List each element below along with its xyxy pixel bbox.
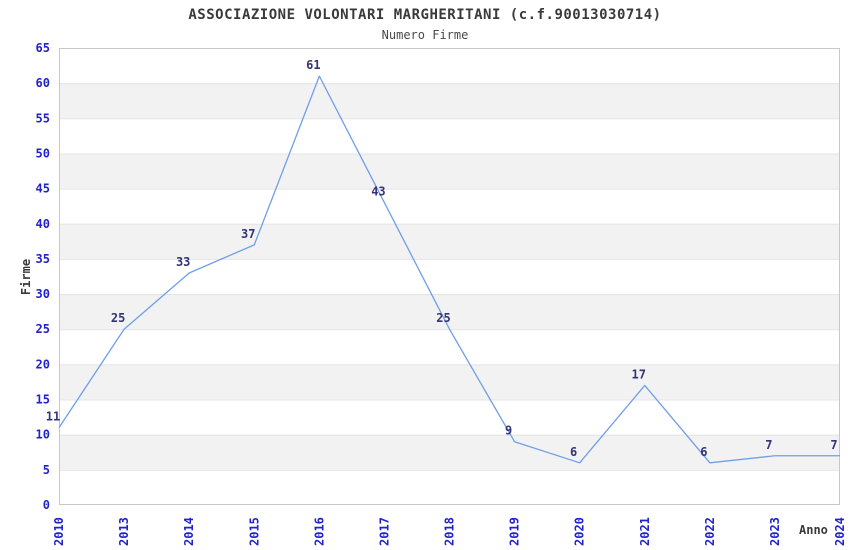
y-tick-label: 55 [36,111,50,125]
data-label: 6 [700,445,707,459]
grid-band [59,83,840,119]
x-tick-label: 2019 [508,517,522,546]
plot-border [59,48,840,505]
data-label: 7 [765,438,772,452]
x-tick-label: 2010 [52,517,66,546]
x-tick-label: 2015 [247,517,261,546]
y-tick-label: 0 [43,498,50,512]
y-tick-label: 65 [36,41,50,55]
grid-band [59,364,840,400]
data-label: 9 [505,424,512,438]
chart-subtitle: Numero Firme [381,28,469,42]
data-label: 11 [46,410,60,424]
data-line [58,75,840,464]
y-tick-label: 10 [36,428,50,442]
x-tick-label: 2014 [182,517,196,546]
grid-band [59,434,840,470]
y-tick-label: 60 [36,76,50,90]
plot-background [59,48,840,505]
x-tick-label: 2013 [117,517,131,546]
x-tick-label: 2022 [703,517,717,546]
x-tick-label: 2023 [768,517,782,546]
y-tick-label: 15 [36,393,50,407]
y-tick-label: 50 [36,146,50,160]
x-tick-label: 2016 [312,517,326,546]
x-tick-label: 2024 [833,517,847,546]
data-label: 25 [436,311,450,325]
data-label: 37 [241,227,255,241]
data-label: 61 [306,58,320,72]
chart-title: ASSOCIAZIONE VOLONTARI MARGHERITANI (c.f… [188,7,662,23]
x-tick-label: 2018 [443,517,457,546]
y-tick-label: 35 [36,252,50,266]
y-tick-label: 40 [36,217,50,231]
grid-band [59,223,840,259]
data-label: 6 [570,445,577,459]
y-tick-label: 20 [36,357,50,371]
x-tick-label: 2020 [573,517,587,546]
y-tick-label: 25 [36,322,50,336]
y-tick-label: 30 [36,287,50,301]
grid-band [59,153,840,189]
y-tick-label: 45 [36,182,50,196]
data-label: 33 [176,255,190,269]
data-label: 7 [830,438,837,452]
data-label: 25 [111,311,125,325]
x-axis-title: Anno [799,523,828,537]
grid-band [59,294,840,330]
x-tick-label: 2021 [638,517,652,546]
data-label: 17 [632,367,646,381]
data-label: 43 [371,185,385,199]
x-tick-label: 2017 [377,517,391,546]
y-tick-label: 5 [43,463,50,477]
